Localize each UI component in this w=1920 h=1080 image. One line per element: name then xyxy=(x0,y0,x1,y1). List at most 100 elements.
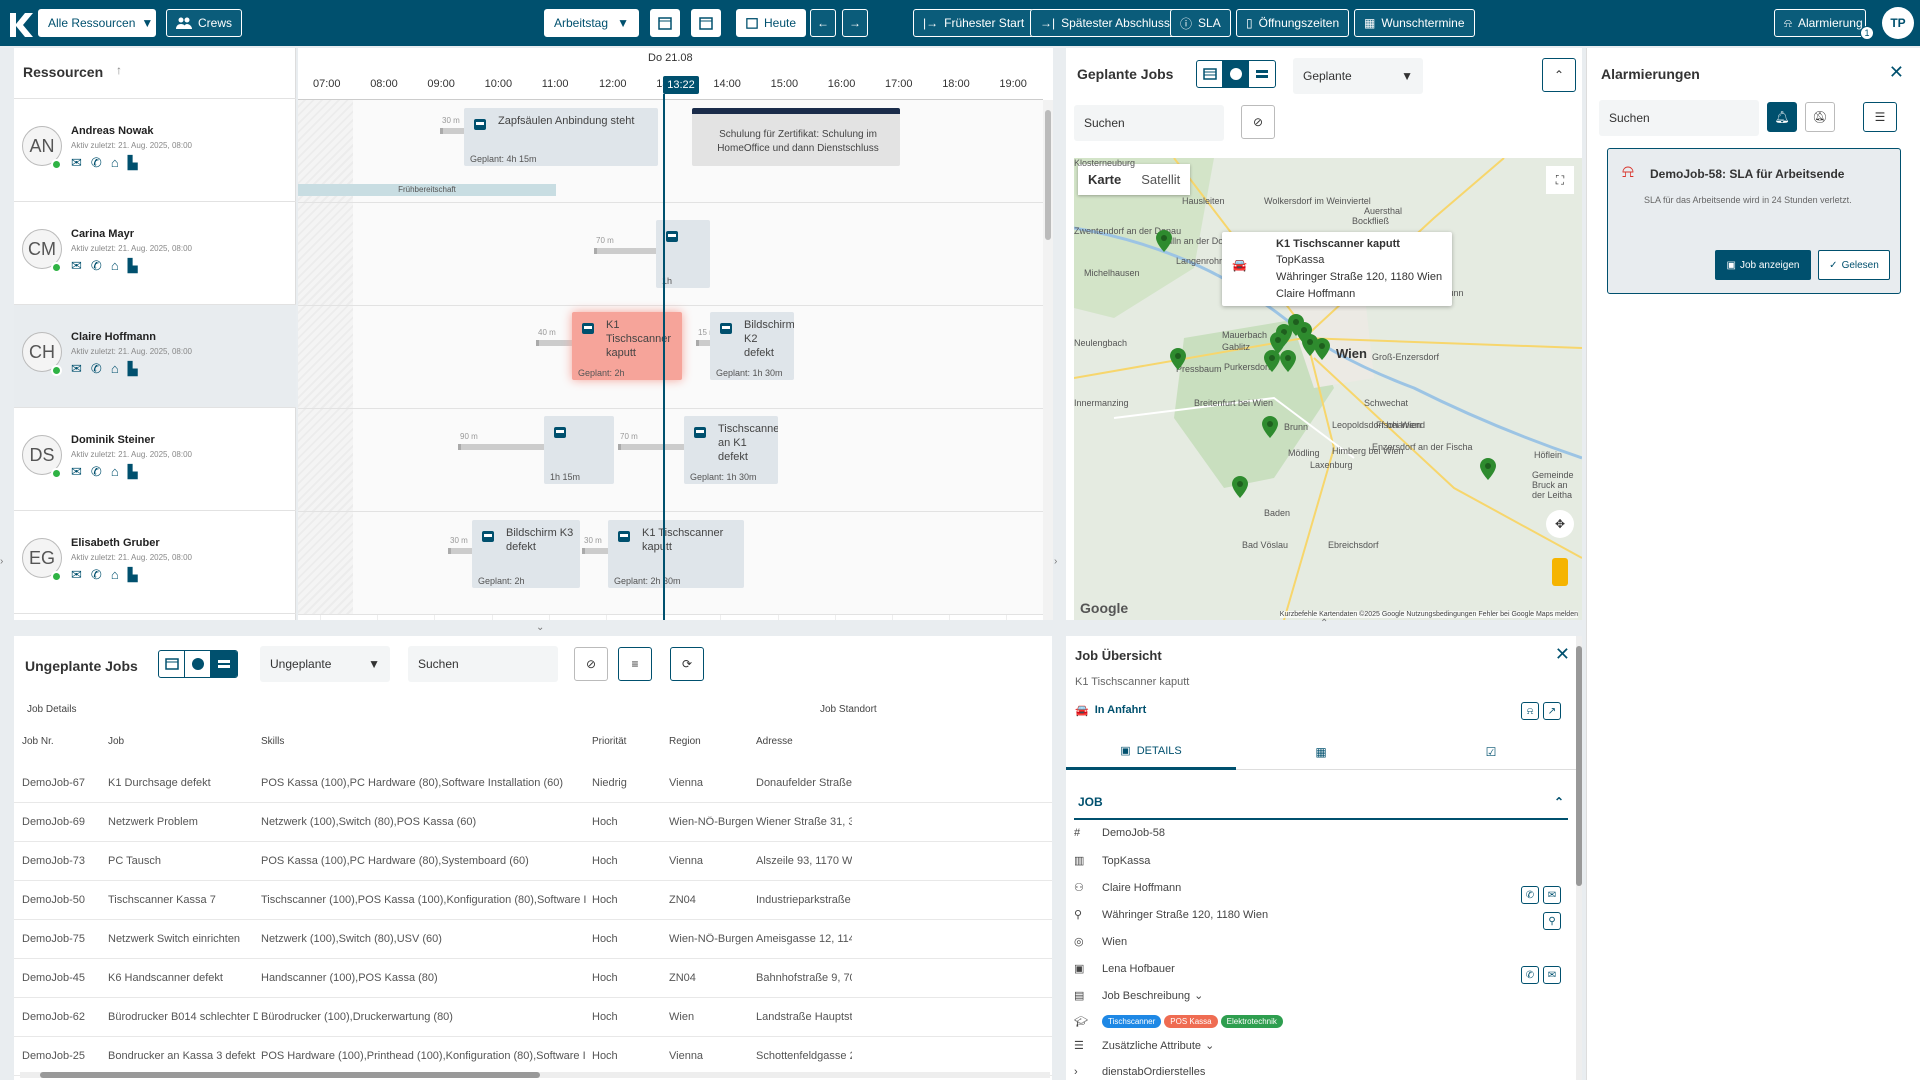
table-row[interactable]: DemoJob-69 Netzwerk Problem Netzwerk (100)… xyxy=(14,803,1052,842)
column-header[interactable]: Adresse xyxy=(756,736,793,747)
auto-schedule-button[interactable]: ⟳ xyxy=(670,647,704,681)
unplanned-view-toggle[interactable] xyxy=(158,650,238,678)
table-row[interactable]: DemoJob-75 Netzwerk Switch einrichten Netz… xyxy=(14,920,1052,959)
column-header[interactable]: Region xyxy=(669,736,701,747)
column-header[interactable]: Job xyxy=(108,736,125,747)
home-icon[interactable]: ⌂ xyxy=(110,464,119,479)
map-tab-map[interactable]: Karte xyxy=(1088,172,1122,187)
tab-calendar[interactable]: ▦ xyxy=(1236,734,1406,770)
list-view-icon[interactable] xyxy=(1249,61,1275,87)
email-contact-button[interactable]: ✉ xyxy=(1543,966,1561,984)
office-icon[interactable]: ▙ xyxy=(127,464,138,479)
table-view-icon[interactable] xyxy=(1197,61,1223,87)
planned-view-toggle[interactable] xyxy=(1196,60,1276,88)
resource-row[interactable]: CM Carina Mayr Aktiv zuletzt: 21. Aug. 2… xyxy=(14,202,296,305)
scheduled-job-block[interactable]: 1h 15m xyxy=(544,416,614,484)
clear-filter-button[interactable]: ⊘ xyxy=(1241,105,1275,139)
next-day-button[interactable]: → xyxy=(842,9,868,37)
email-person-button[interactable]: ✉ xyxy=(1543,886,1561,904)
chevron-right-icon[interactable]: › xyxy=(1054,556,1058,567)
column-header[interactable]: Priorität xyxy=(592,736,627,747)
email-icon[interactable]: ✉ xyxy=(71,258,82,273)
fullscreen-icon[interactable]: ⛶ xyxy=(1546,166,1574,194)
office-icon[interactable]: ▙ xyxy=(127,155,138,170)
alarm-job-button[interactable]: ⍾ xyxy=(1521,702,1539,720)
home-icon[interactable]: ⌂ xyxy=(110,361,119,376)
alarm-button[interactable]: ⍾ Alarmierung xyxy=(1774,9,1866,37)
map-view[interactable]: Karte Satellit ⛶ Klosterneuburg Hausleite… xyxy=(1074,158,1582,620)
map-job-pin-icon[interactable] xyxy=(1280,350,1296,372)
table-row[interactable]: DemoJob-62 Bürodrucker B014 schlechter Dr… xyxy=(14,998,1052,1037)
phone-icon[interactable]: ✆ xyxy=(90,361,102,376)
office-icon[interactable]: ▙ xyxy=(127,361,138,376)
show-on-map-button[interactable]: ⚲ xyxy=(1543,912,1561,930)
latest-end-button[interactable]: →| Spätester Abschluss xyxy=(1030,9,1180,37)
unplanned-search-input[interactable]: Suchen xyxy=(408,646,558,682)
resource-filter-select[interactable]: Alle Ressourcen ▼ xyxy=(38,9,156,37)
table-row[interactable]: DemoJob-73 PC Tausch POS Kassa (100),PC Ha… xyxy=(14,842,1052,881)
view-mode-select[interactable]: Arbeitstag ▼ xyxy=(544,9,639,37)
resource-row[interactable]: EG Elisabeth Gruber Aktiv zuletzt: 21. A… xyxy=(14,511,296,614)
scheduled-job-block[interactable]: Tischscanner an K1 defekt Geplant: 1h 30m xyxy=(684,416,778,484)
scheduled-job-block[interactable]: Schulung für Zertifikat: Schulung im Hom… xyxy=(692,108,900,166)
unplanned-filter-select[interactable]: Ungeplante ▼ xyxy=(260,646,390,682)
column-header[interactable]: Job Nr. xyxy=(22,736,54,747)
home-icon[interactable]: ⌂ xyxy=(110,567,119,582)
scheduled-job-block[interactable]: K1 Tischscanner kaputt Geplant: 2h xyxy=(572,312,682,380)
earliest-start-button[interactable]: |→ Frühester Start xyxy=(913,9,1035,37)
scheduled-job-block[interactable]: K1 Tischscanner kaputt Geplant: 2h 30m xyxy=(608,520,744,588)
resource-row[interactable]: AN Andreas Nowak Aktiv zuletzt: 21. Aug.… xyxy=(14,99,296,202)
collapse-button[interactable]: ⌃ xyxy=(1542,58,1576,92)
scheduled-job-block[interactable]: 1h xyxy=(656,220,710,288)
pan-control-icon[interactable]: ✥ xyxy=(1546,510,1574,538)
map-type-toggle[interactable]: Karte Satellit xyxy=(1078,164,1191,195)
planned-filter-select[interactable]: Geplante ▼ xyxy=(1293,58,1423,94)
office-icon[interactable]: ▙ xyxy=(127,258,138,273)
open-external-button[interactable]: ↗ xyxy=(1543,702,1561,720)
horizontal-scrollbar[interactable] xyxy=(20,1072,1050,1078)
show-job-button[interactable]: ▣ Job anzeigen xyxy=(1715,250,1811,280)
phone-icon[interactable]: ✆ xyxy=(90,155,102,170)
overview-scrollbar[interactable] xyxy=(1576,636,1582,1080)
clear-columns-button[interactable]: ≡ xyxy=(618,647,652,681)
table-row[interactable]: DemoJob-25 Bondrucker an Kassa 3 defekt PO… xyxy=(14,1037,1052,1076)
map-job-pin-icon[interactable] xyxy=(1262,416,1278,438)
map-job-pin-icon[interactable] xyxy=(1232,476,1248,498)
map-job-pin-icon[interactable] xyxy=(1314,338,1330,360)
mark-read-button[interactable]: ✓ Gelesen xyxy=(1818,250,1890,280)
map-job-pin-icon[interactable] xyxy=(1270,332,1286,354)
email-icon[interactable]: ✉ xyxy=(71,464,82,479)
tab-details[interactable]: ▣ DETAILS xyxy=(1066,734,1236,770)
chevron-down-icon[interactable]: ⌄ xyxy=(536,622,545,633)
chevron-right-icon[interactable]: › xyxy=(0,556,4,567)
sla-button[interactable]: ⓘ SLA xyxy=(1170,9,1231,37)
previous-day-button[interactable]: ← xyxy=(810,9,836,37)
phone-icon[interactable]: ✆ xyxy=(90,464,102,479)
email-icon[interactable]: ✉ xyxy=(71,361,82,376)
street-view-icon[interactable] xyxy=(1552,558,1568,586)
resource-row[interactable]: DS Dominik Steiner Aktiv zuletzt: 21. Au… xyxy=(14,408,296,511)
map-job-pin-icon[interactable] xyxy=(1156,230,1172,252)
alarms-search-input[interactable]: Suchen xyxy=(1599,100,1759,136)
calendar-event-button[interactable] xyxy=(650,9,680,37)
home-icon[interactable]: ⌂ xyxy=(110,258,119,273)
bell-filter-button[interactable]: 🔔︎ xyxy=(1767,102,1797,132)
chevron-up-icon[interactable]: ⌃ xyxy=(1320,618,1329,629)
column-header[interactable]: Skills xyxy=(261,736,285,747)
close-icon[interactable]: ✕ xyxy=(1554,644,1570,664)
calendar-button[interactable] xyxy=(691,9,721,37)
desired-dates-button[interactable]: ▦ Wunschtermine xyxy=(1354,9,1475,37)
call-person-button[interactable]: ✆ xyxy=(1521,886,1539,904)
map-job-pin-icon[interactable] xyxy=(1170,348,1186,370)
map-job-pin-icon[interactable] xyxy=(1264,350,1280,372)
table-row[interactable]: DemoJob-50 Tischscanner Kassa 7 Tischscann… xyxy=(14,881,1052,920)
opening-hours-button[interactable]: ▯ Öffnungszeiten xyxy=(1236,9,1350,37)
email-icon[interactable]: ✉ xyxy=(71,155,82,170)
globe-view-icon[interactable] xyxy=(1223,61,1249,87)
home-icon[interactable]: ⌂ xyxy=(110,155,119,170)
gantt-scrollbar[interactable] xyxy=(1043,100,1053,620)
phone-icon[interactable]: ✆ xyxy=(90,567,102,582)
planned-search-input[interactable]: Suchen xyxy=(1074,105,1224,141)
office-icon[interactable]: ▙ xyxy=(127,567,138,582)
resource-row[interactable]: CH Claire Hoffmann Aktiv zuletzt: 21. Au… xyxy=(14,305,296,408)
